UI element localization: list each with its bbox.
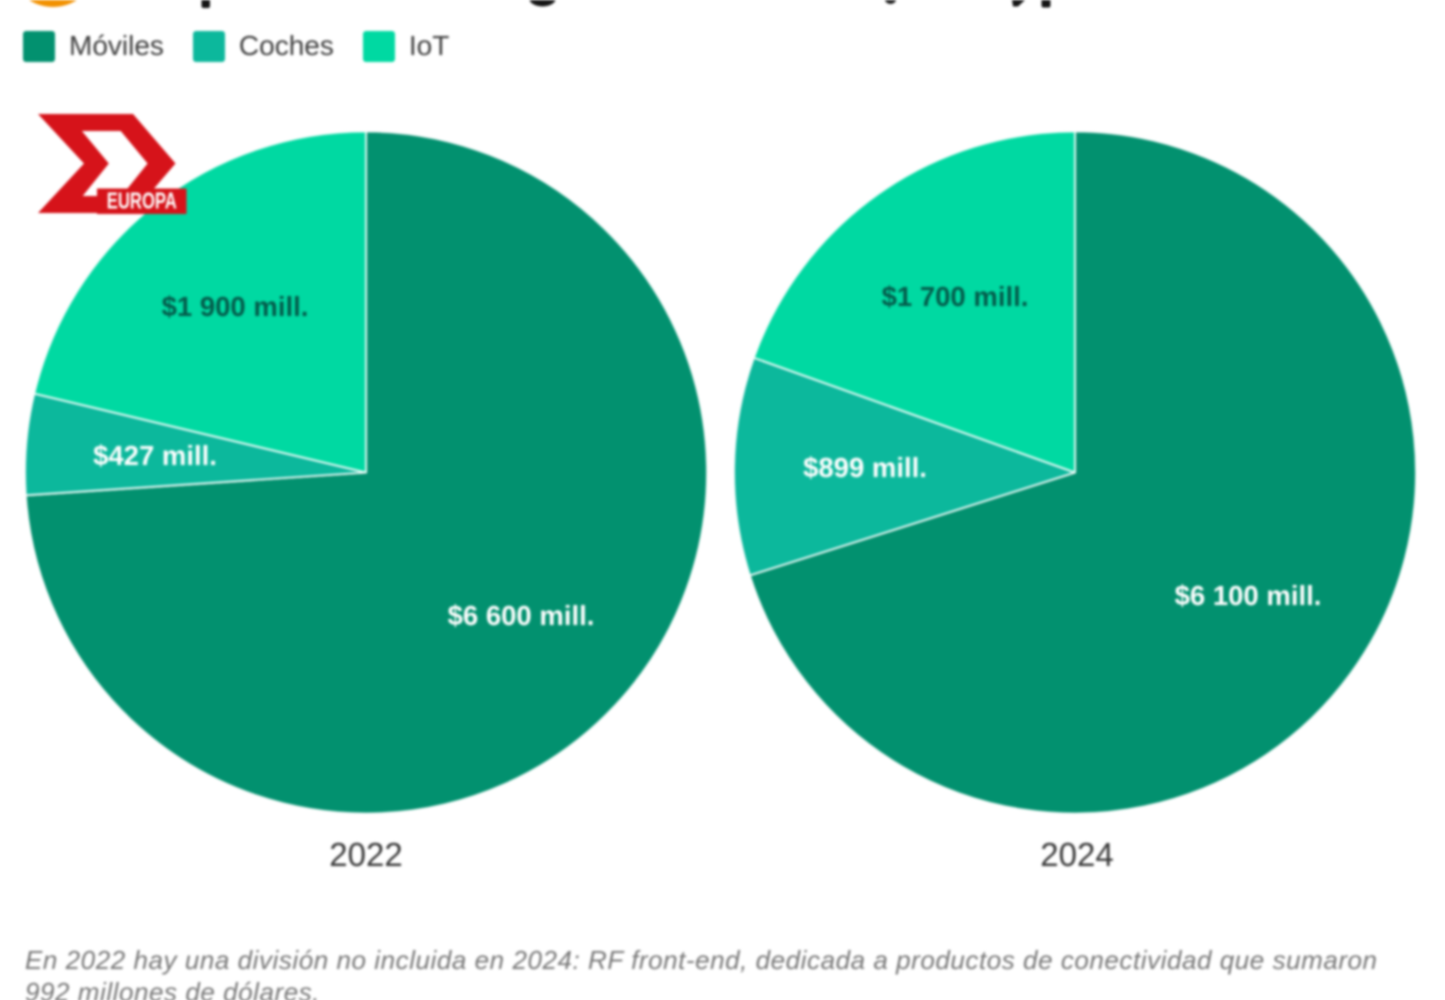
svg-text:$899 mill.: $899 mill. bbox=[803, 452, 927, 483]
svg-text:$6 600 mill.: $6 600 mill. bbox=[448, 600, 595, 631]
svg-text:$6 100 mill.: $6 100 mill. bbox=[1175, 580, 1322, 611]
svg-text:2022: 2022 bbox=[329, 836, 402, 873]
svg-text:EUROPA: EUROPA bbox=[107, 189, 177, 214]
svg-text:$427 mill.: $427 mill. bbox=[93, 440, 217, 471]
svg-text:$1 900 mill.: $1 900 mill. bbox=[162, 291, 309, 322]
svg-text:$1 700 mill.: $1 700 mill. bbox=[882, 281, 1029, 312]
svg-text:2024: 2024 bbox=[1040, 836, 1113, 873]
